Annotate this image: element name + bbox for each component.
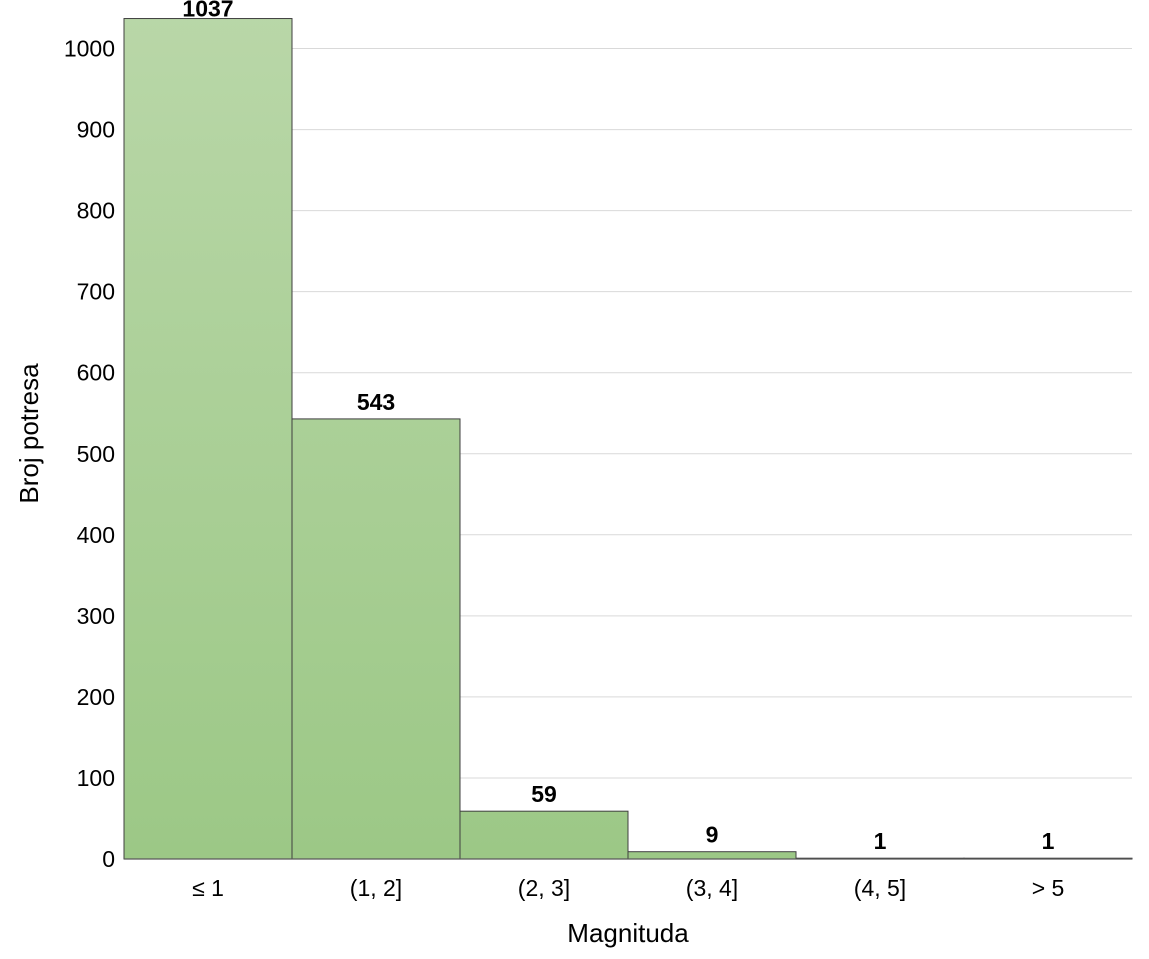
data-label: 9	[706, 822, 719, 848]
bar	[459, 810, 629, 860]
x-tick-label: (2, 3]	[518, 875, 570, 901]
y-tick-label: 1000	[64, 36, 115, 62]
x-axis-title: Magnituda	[567, 918, 689, 948]
x-tick-label: ≤ 1	[192, 875, 224, 901]
x-tick-label: (3, 4]	[686, 875, 738, 901]
bar	[627, 851, 797, 860]
y-tick-label: 300	[77, 603, 115, 629]
y-axis-title: Broj potresa	[14, 363, 44, 504]
y-tick-label: 200	[77, 684, 115, 710]
data-label: 1037	[182, 0, 233, 22]
bar	[123, 18, 293, 860]
y-tick-label: 0	[102, 846, 115, 872]
data-label: 1	[874, 828, 887, 854]
y-tick-label: 100	[77, 765, 115, 791]
x-tick-label: (4, 5]	[854, 875, 906, 901]
x-axis-tick-labels: ≤ 1 (1, 2] (2, 3] (3, 4] (4, 5] > 5	[192, 875, 1064, 901]
data-label: 1	[1042, 828, 1055, 854]
y-axis-tick-labels: 0 100 200 300 400 500 600 700 800 900 1000	[64, 36, 115, 872]
data-labels: 1037 543 59 9 1 1	[182, 0, 1054, 854]
y-tick-label: 900	[77, 117, 115, 143]
y-tick-label: 700	[77, 279, 115, 305]
data-label: 59	[531, 781, 557, 807]
y-tick-label: 800	[77, 198, 115, 224]
x-tick-label: > 5	[1032, 875, 1065, 901]
bars	[123, 18, 1133, 860]
data-label: 543	[357, 389, 395, 415]
y-tick-label: 600	[77, 360, 115, 386]
bar	[291, 418, 461, 860]
y-tick-label: 400	[77, 522, 115, 548]
y-tick-label: 500	[77, 441, 115, 467]
x-tick-label: (1, 2]	[350, 875, 402, 901]
